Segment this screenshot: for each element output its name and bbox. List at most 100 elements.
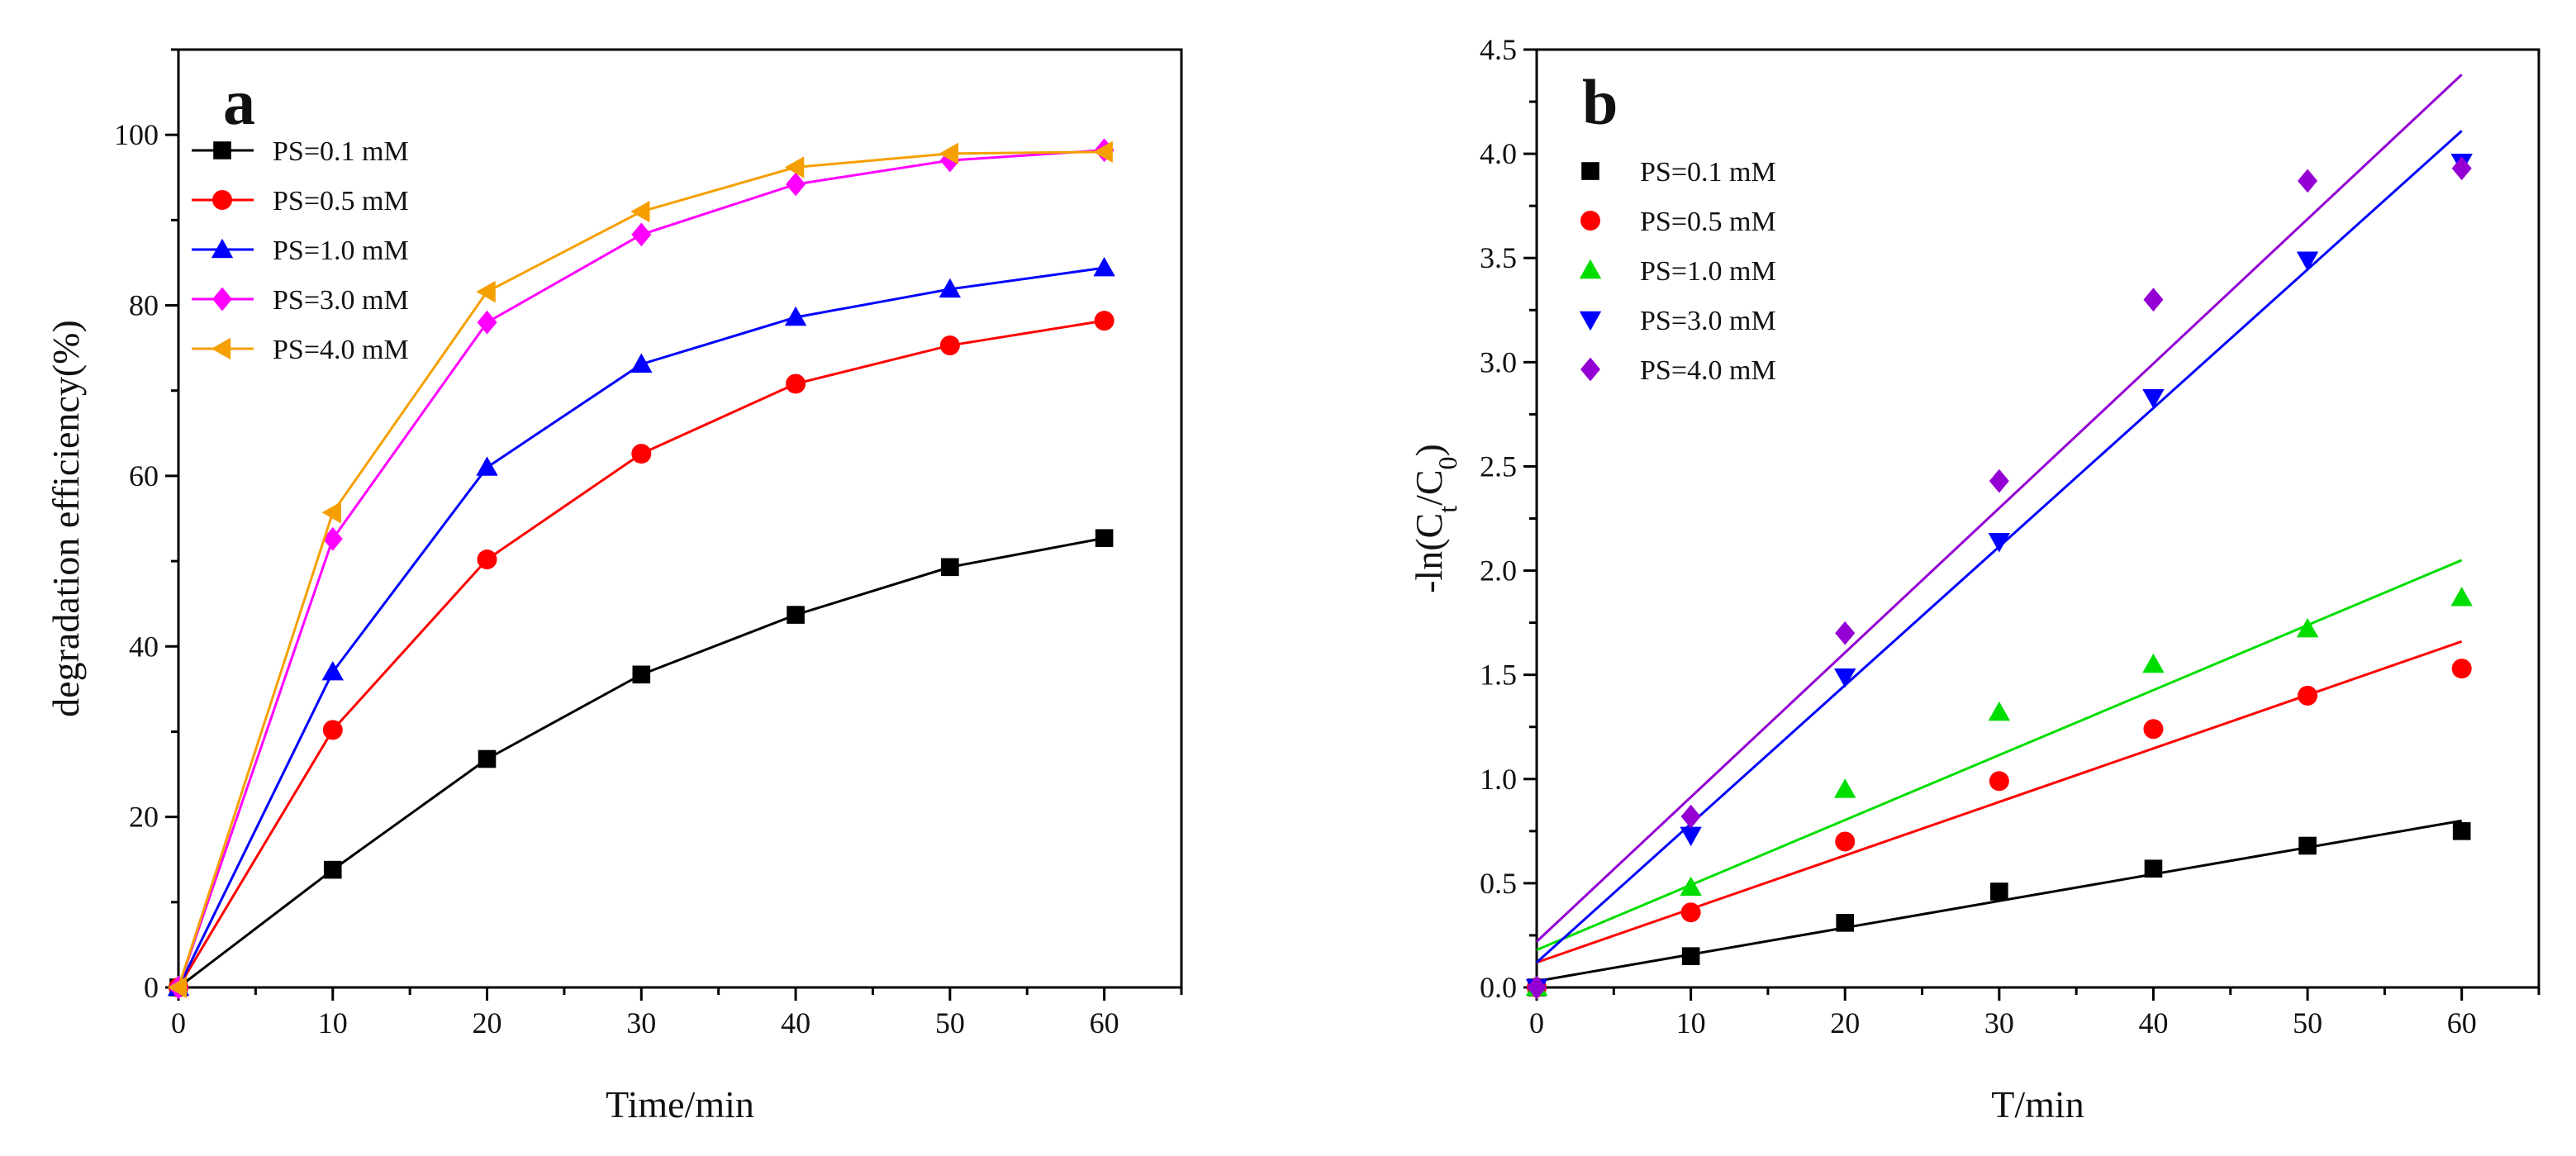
panel-a-x-tick-label: 40 xyxy=(781,1006,810,1039)
panel-b-series-2-fit-line xyxy=(1536,640,2463,964)
panel-a-series-1-point xyxy=(632,665,651,684)
panel-a-x-tick-label: 0 xyxy=(171,1006,186,1039)
panel-a-y-tick-label: 100 xyxy=(114,118,159,151)
panel-b-y-tick-label: 3.5 xyxy=(1480,241,1517,274)
panel-b-series-5-point xyxy=(2143,288,2164,312)
panel-a-x-axis-title: Time/min xyxy=(606,1083,754,1125)
panel-b-series-4-point xyxy=(1834,668,1856,688)
panel-a-series-4-point xyxy=(786,172,806,197)
legend-marker xyxy=(1581,162,1599,180)
panel-b-x-tick-label: 10 xyxy=(1676,1006,1706,1039)
panel-a-series-2-point xyxy=(786,373,806,394)
panel-b-series-1-point xyxy=(2452,822,2471,840)
legend-marker xyxy=(1580,357,1600,382)
panel-b-x-tick-label: 60 xyxy=(2447,1006,2477,1039)
panel-b-y-tick-label: 2.5 xyxy=(1480,450,1517,483)
panel-a-y-tick-label: 60 xyxy=(129,459,159,492)
panel-a-series-4-point xyxy=(631,222,652,247)
panel-a-x-tick-label: 60 xyxy=(1090,1006,1119,1039)
panel-b-y-axis-title: -ln(Ct/C0) xyxy=(1408,444,1462,593)
panel-a-y-tick-label: 20 xyxy=(129,801,159,834)
panel-a-series-4-point xyxy=(939,148,960,173)
legend-marker xyxy=(211,238,234,259)
panel-a-series-5-line xyxy=(177,150,1105,988)
panel-a-y-tick-label: 40 xyxy=(129,630,159,663)
panel-b-x-tick-label: 0 xyxy=(1529,1006,1544,1039)
legend-label: PS=0.1 mM xyxy=(273,136,409,167)
panel-a-series-1-point xyxy=(1095,529,1114,548)
panel-b-plot-frame xyxy=(1535,48,2540,989)
panel-b: 0 10 20 30 40 50 60 0.0 0.5 1.0 1.5 2.0 2.5 3.0 3.5 4.0… xyxy=(1408,33,2540,1125)
panel-b-y-tick-label: 2.0 xyxy=(1480,554,1517,588)
panel-a-series-3-point xyxy=(321,661,344,681)
legend-marker xyxy=(1579,311,1602,331)
panel-a-series-4-point xyxy=(477,310,497,335)
panel-a-label: a xyxy=(223,66,255,138)
panel-a-series-1-point xyxy=(323,860,342,879)
panel-b-x-tick-label: 30 xyxy=(1984,1006,2014,1039)
panel-a-x-tick-label: 50 xyxy=(935,1006,965,1039)
panel-b-series-5-point xyxy=(1835,621,1856,645)
panel-a-series-1-line xyxy=(178,536,1105,989)
legend-label: PS=1.0 mM xyxy=(1640,256,1776,287)
panel-a-series-1-point xyxy=(787,606,805,624)
panel-b-series-5-point xyxy=(1527,975,1547,1000)
panel-b-series-3-point xyxy=(2296,617,2319,638)
panel-b-y-tick-label: 4.0 xyxy=(1480,137,1517,170)
panel-b-series-1-point xyxy=(1681,947,1700,965)
panel-a-series-3-line xyxy=(177,266,1105,988)
panel-a-x-tick-label: 10 xyxy=(318,1006,348,1039)
panel-b-series-2-point xyxy=(2298,685,2318,706)
panel-b-series-3-point xyxy=(2450,587,2473,607)
panel-b-series-2-point xyxy=(2451,659,2472,679)
panel-b-y-tick-label: 1.0 xyxy=(1480,763,1517,796)
panel-a-y-tick-label: 80 xyxy=(129,289,159,322)
panel-b-series-2-point xyxy=(1680,902,1701,923)
panel-b-series-5-point xyxy=(2298,169,2318,193)
panel-a-series-5-point xyxy=(1093,140,1113,164)
panel-a-series-3-point xyxy=(1093,256,1115,277)
panel-b-y-tick-label: 3.0 xyxy=(1480,345,1517,378)
panel-a-series-5-point xyxy=(321,502,341,524)
panel-b-y-tick-label: 0.5 xyxy=(1480,867,1517,900)
legend-label: PS=3.0 mM xyxy=(1640,306,1776,336)
panel-a-series-3-point xyxy=(939,278,962,298)
panel-b-series-3-point xyxy=(1834,778,1856,798)
panel-a-series-2-line xyxy=(177,319,1105,988)
panel-b-y-tick-label: 4.5 xyxy=(1480,33,1517,66)
legend-marker xyxy=(1580,211,1600,231)
panel-a-series-5-point xyxy=(476,280,496,303)
panel-b-label: b xyxy=(1582,66,1618,138)
panel-b-series-5-point xyxy=(2451,156,2472,181)
panel-a-series-2-point xyxy=(939,335,960,356)
panel-a-series-3-point xyxy=(784,306,807,326)
panel-b-series-1-point xyxy=(2298,836,2317,855)
panel-a-series-5-point xyxy=(784,156,805,178)
panel-b-series-1-point xyxy=(2144,859,2163,878)
legend-label: PS=3.0 mM xyxy=(273,285,409,316)
panel-a-series-3-point xyxy=(476,456,498,476)
panel-b-x-tick-label: 50 xyxy=(2293,1006,2322,1039)
panel-a-series-5-point xyxy=(167,976,188,999)
legend-marker xyxy=(1579,259,1602,279)
legend-marker xyxy=(212,287,232,312)
panel-b-x-tick-label: 40 xyxy=(2138,1006,2168,1039)
panel-b-series-3-point xyxy=(1988,701,2011,721)
panel-b-series-3-point xyxy=(1680,876,1702,897)
panel-a-series-1-point xyxy=(478,749,497,768)
panel-a-series-4-line xyxy=(177,149,1105,988)
panel-a-series-2-point xyxy=(1094,311,1115,331)
panel-a-plot-frame xyxy=(177,48,1183,989)
panel-b-series-1-point xyxy=(1990,882,2008,901)
panel-b-series-4-point xyxy=(1988,533,2011,553)
panel-a: 0 10 20 30 40 50 60 0 20 40 60 80 100 Time/min degrada… xyxy=(45,48,1183,1125)
panel-a-x-tick-label: 20 xyxy=(473,1006,502,1039)
panel-a-series-1-point xyxy=(941,558,959,577)
panel-a-x-tick-label: 30 xyxy=(626,1006,656,1039)
panel-a-series-3-point xyxy=(630,353,653,373)
panel-a-series-2-point xyxy=(477,549,497,570)
panel-b-series-4-point xyxy=(2142,389,2165,409)
panel-b-series-2-point xyxy=(1835,831,1856,852)
legend-label: PS=0.5 mM xyxy=(273,186,409,216)
